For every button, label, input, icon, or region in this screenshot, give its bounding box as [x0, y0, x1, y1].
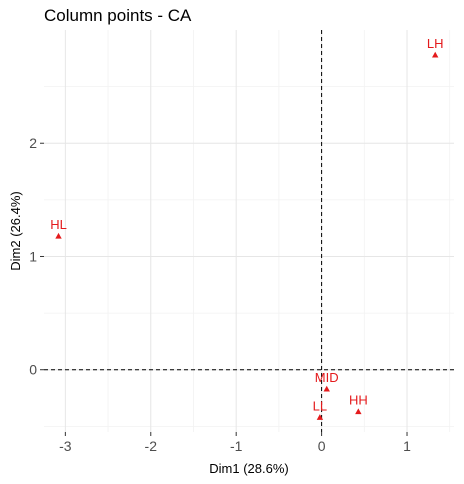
chart-title: Column points - CA	[44, 6, 192, 25]
x-tick-label: 0	[318, 438, 326, 454]
x-tick-label: -3	[59, 438, 72, 454]
point-marker-hl	[55, 232, 62, 239]
grid-lines	[44, 30, 454, 432]
point-label-ll: LL	[313, 398, 327, 413]
x-tick-label: -1	[230, 438, 243, 454]
x-tick-label: -2	[145, 438, 158, 454]
point-marker-mid	[323, 385, 330, 392]
y-tick-label: 2	[29, 135, 37, 151]
data-points: LH HL MID HH LL	[50, 36, 444, 420]
x-axis-title: Dim1 (28.6%)	[209, 461, 288, 476]
reference-lines	[44, 30, 454, 432]
point-label-lh: LH	[427, 36, 444, 51]
y-tick-label: 1	[29, 248, 37, 264]
axes: -3 -2 -1 0 1 0 1 2	[29, 135, 411, 454]
point-marker-hh	[355, 408, 362, 415]
point-marker-lh	[432, 51, 439, 58]
point-label-hh: HH	[349, 393, 368, 408]
x-tick-label: 1	[403, 438, 411, 454]
point-label-mid: MID	[315, 370, 339, 385]
y-axis-title: Dim2 (26.4%)	[8, 191, 23, 270]
y-tick-label: 0	[29, 362, 37, 378]
point-marker-ll	[316, 414, 324, 420]
point-label-hl: HL	[50, 217, 67, 232]
